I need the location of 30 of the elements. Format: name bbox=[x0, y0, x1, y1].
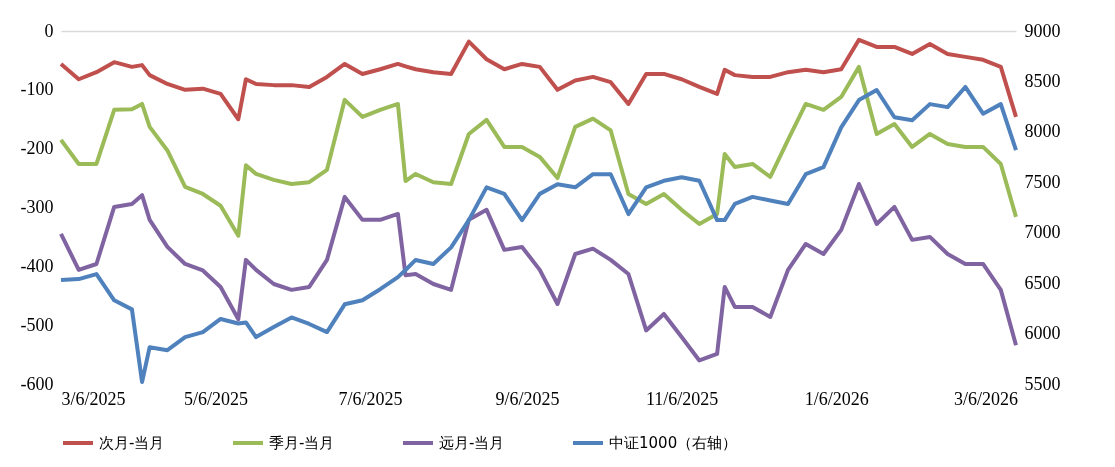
y2-tick-label: 5500 bbox=[1024, 373, 1061, 394]
y2-tick-label: 9000 bbox=[1024, 20, 1061, 41]
x-tick-label: 3/6/2026 bbox=[954, 388, 1019, 409]
y2-tick-label: 7000 bbox=[1024, 222, 1061, 243]
legend-label: 远月-当月 bbox=[439, 434, 505, 452]
legend-label: 次月-当月 bbox=[99, 434, 165, 452]
y-tick-label: -300 bbox=[20, 197, 54, 217]
x-tick-label: 11/6/2025 bbox=[645, 388, 719, 409]
y-tick-label: -600 bbox=[20, 373, 54, 394]
y2-tick-label: 6000 bbox=[1024, 323, 1061, 344]
line-series bbox=[59, 181, 1018, 363]
legend-label: 季月-当月 bbox=[269, 434, 335, 452]
y2-tick-label: 8500 bbox=[1024, 70, 1061, 91]
y-tick-label: 0 bbox=[44, 20, 54, 41]
line-series bbox=[59, 64, 1018, 238]
y-tick-label: -400 bbox=[20, 255, 54, 276]
y2-tick-label: 8000 bbox=[1024, 121, 1061, 142]
y-tick-label: -200 bbox=[20, 138, 54, 159]
y-tick-label: -500 bbox=[20, 314, 54, 335]
y2-tick-label: 7500 bbox=[1024, 171, 1061, 192]
x-tick-label: 5/6/2025 bbox=[184, 388, 249, 409]
line-series bbox=[59, 84, 1018, 384]
x-tick-label: 3/6/2025 bbox=[61, 388, 126, 409]
y2-tick-label: 6500 bbox=[1024, 272, 1061, 293]
x-tick-label: 9/6/2025 bbox=[495, 388, 560, 409]
x-tick-label: 1/6/2026 bbox=[804, 388, 869, 409]
x-tick-label: 7/6/2025 bbox=[338, 388, 403, 409]
y-tick-label: -100 bbox=[20, 79, 54, 100]
legend-label: 中证1000（右轴） bbox=[609, 434, 738, 452]
line-series bbox=[59, 37, 1018, 122]
